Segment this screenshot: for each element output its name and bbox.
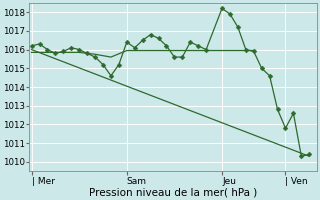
- X-axis label: Pression niveau de la mer( hPa ): Pression niveau de la mer( hPa ): [89, 187, 257, 197]
